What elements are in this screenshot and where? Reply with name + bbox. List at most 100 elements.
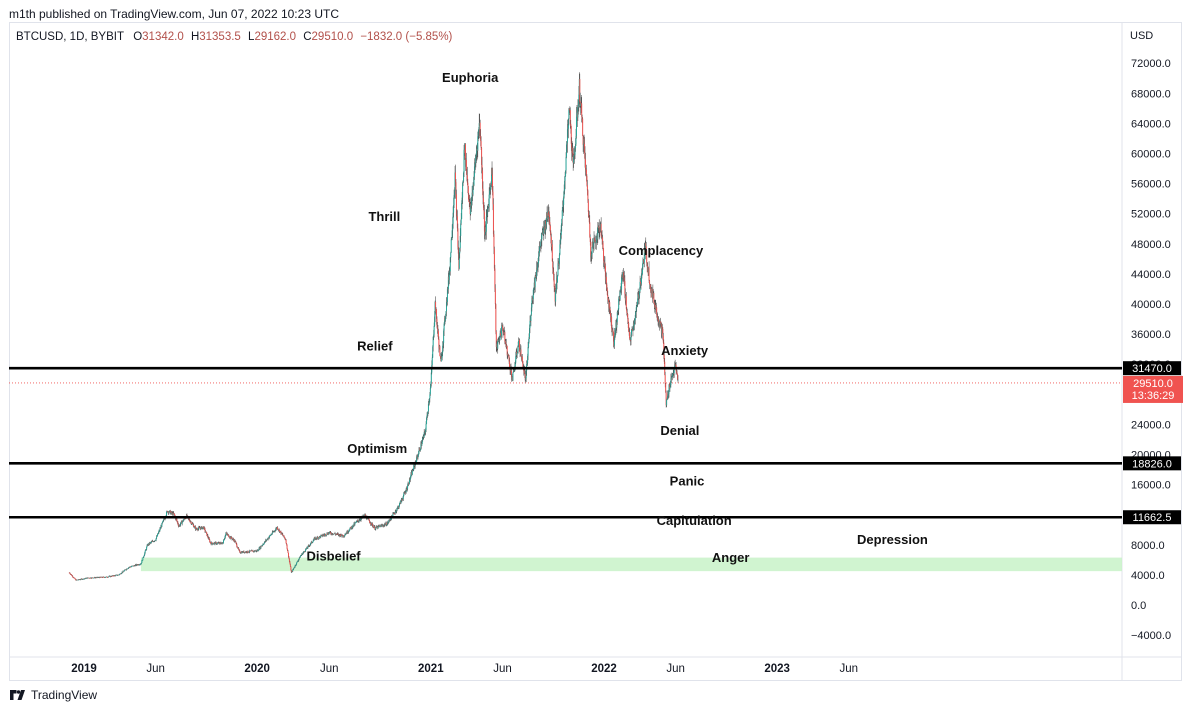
candle-body bbox=[612, 331, 614, 342]
candle-body bbox=[348, 530, 350, 532]
candle-body bbox=[130, 566, 132, 568]
candle-body bbox=[293, 567, 295, 569]
candle-body bbox=[428, 402, 430, 404]
candle-body bbox=[556, 278, 558, 291]
candle-body bbox=[471, 199, 473, 206]
candle-body bbox=[564, 176, 566, 181]
candle-body bbox=[309, 544, 311, 545]
candle-body bbox=[473, 176, 475, 186]
annotation-thrill: Thrill bbox=[368, 209, 400, 224]
candle-body bbox=[582, 118, 584, 136]
candle-body bbox=[649, 280, 651, 285]
candle-body bbox=[313, 539, 315, 541]
candle-body bbox=[388, 519, 390, 522]
candle-body bbox=[676, 371, 678, 373]
candle-body bbox=[240, 552, 242, 554]
candle-body bbox=[611, 328, 613, 331]
candle-body bbox=[568, 109, 570, 110]
candle-body bbox=[441, 352, 443, 358]
candle-body bbox=[676, 372, 678, 375]
candle-body bbox=[156, 536, 158, 537]
candle-body bbox=[560, 234, 562, 241]
candle-body bbox=[77, 579, 79, 581]
candle-body bbox=[125, 569, 127, 571]
annotation-relief: Relief bbox=[357, 339, 393, 354]
candle-body bbox=[345, 533, 347, 535]
candle-body bbox=[402, 498, 404, 500]
candle-body bbox=[340, 535, 342, 537]
candle-body bbox=[492, 174, 494, 192]
candle-body bbox=[324, 534, 326, 536]
candle-body bbox=[294, 566, 296, 568]
candle-body bbox=[243, 551, 245, 553]
candle-body bbox=[312, 540, 314, 543]
candle-body bbox=[386, 525, 388, 526]
candle-body bbox=[375, 527, 377, 530]
candle-body bbox=[429, 394, 431, 399]
candle-body bbox=[559, 244, 561, 255]
candle-body bbox=[536, 267, 538, 277]
candle-body bbox=[188, 518, 190, 521]
candle-body bbox=[137, 564, 139, 566]
candle-body bbox=[609, 308, 611, 313]
candle-body bbox=[566, 144, 568, 157]
candle-body bbox=[638, 295, 640, 299]
candle-body bbox=[581, 103, 583, 117]
candle-body bbox=[537, 266, 539, 270]
candle-body bbox=[420, 443, 422, 450]
candle-body bbox=[604, 262, 606, 266]
candle-body bbox=[340, 534, 342, 537]
x-tick-label: Jun bbox=[320, 663, 339, 675]
candle-body bbox=[313, 538, 315, 540]
candle-body bbox=[160, 526, 162, 529]
candle-body bbox=[423, 432, 425, 437]
candle-body bbox=[646, 262, 648, 267]
candle-body bbox=[402, 496, 404, 499]
candle-body bbox=[525, 370, 527, 379]
candle-body bbox=[535, 276, 537, 278]
candle-body bbox=[555, 289, 557, 302]
candle-body bbox=[477, 131, 479, 137]
footer-brand[interactable]: TradingView bbox=[31, 688, 98, 702]
candle-body bbox=[305, 549, 307, 550]
candle-body bbox=[297, 561, 299, 563]
candle-body bbox=[437, 331, 439, 339]
candle-body bbox=[111, 575, 113, 577]
candle-body bbox=[364, 514, 366, 517]
candle-body bbox=[112, 575, 114, 576]
candle-body bbox=[168, 510, 170, 513]
candle-body bbox=[619, 291, 621, 300]
candle-body bbox=[145, 549, 147, 551]
candle-body bbox=[416, 456, 418, 458]
x-tick-label: Jun bbox=[840, 663, 859, 675]
candle-body bbox=[458, 253, 460, 269]
candle-body bbox=[563, 196, 565, 205]
candle-body bbox=[417, 453, 419, 456]
candle-body bbox=[176, 518, 178, 520]
candle-body bbox=[422, 436, 424, 439]
candle-body bbox=[460, 218, 462, 224]
candle-body bbox=[637, 298, 639, 305]
candle-body bbox=[457, 246, 459, 254]
candle-body bbox=[72, 576, 74, 578]
candle-body bbox=[329, 531, 331, 533]
candle-body bbox=[425, 430, 427, 433]
candle-body bbox=[655, 304, 657, 310]
y-tick-label: 16000.0 bbox=[1131, 480, 1171, 492]
candle-body bbox=[443, 330, 445, 343]
candle-body bbox=[569, 109, 571, 111]
candle-body bbox=[611, 316, 613, 329]
candle-body bbox=[486, 210, 488, 216]
candle-body bbox=[284, 537, 286, 539]
candle-body bbox=[254, 551, 256, 552]
symbol-label[interactable]: BTCUSD, 1D, BYBIT bbox=[16, 31, 124, 43]
candle-body bbox=[418, 450, 420, 454]
candle-body bbox=[370, 523, 372, 525]
candle-body bbox=[235, 542, 237, 544]
annotation-euphoria: Euphoria bbox=[442, 70, 499, 85]
candle-body bbox=[106, 576, 108, 578]
candle-body bbox=[396, 507, 398, 511]
candle-body bbox=[668, 393, 670, 396]
candle-body bbox=[325, 535, 327, 536]
